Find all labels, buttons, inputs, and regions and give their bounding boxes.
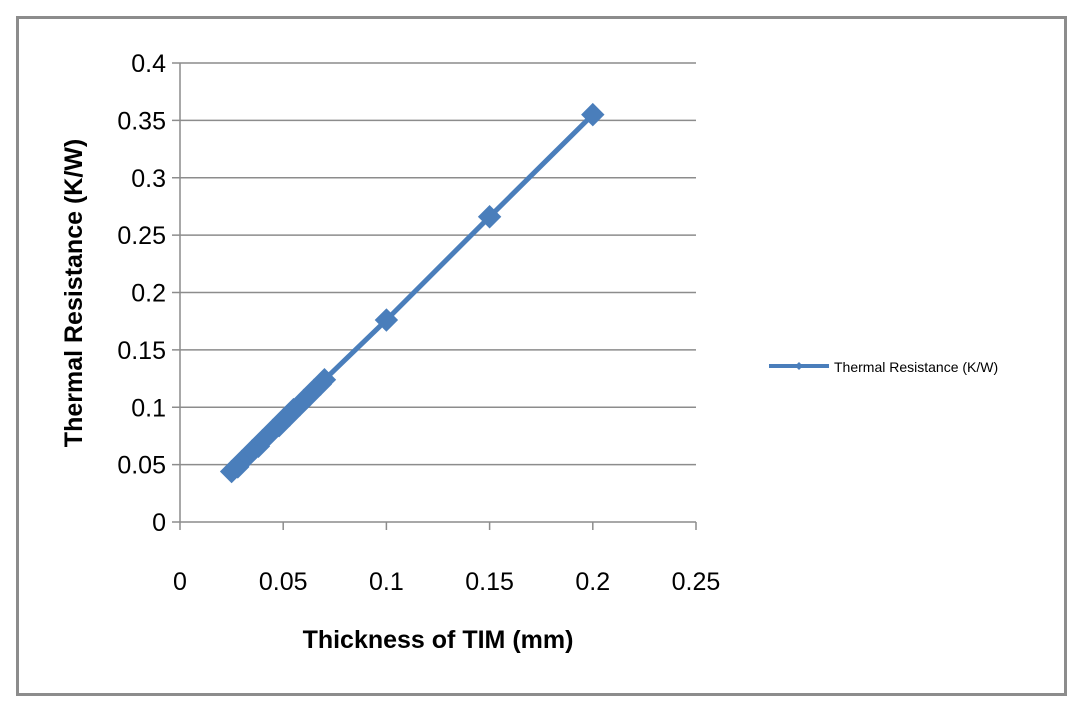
y-tick-label-0: 0 <box>152 509 166 537</box>
y-tick-label-5: 0.25 <box>117 222 166 250</box>
y-tick-label-2: 0.1 <box>131 394 166 422</box>
x-tick-label-1: 0.05 <box>259 568 308 596</box>
x-tick-label-2: 0.1 <box>369 568 404 596</box>
data-point-19 <box>374 308 399 332</box>
y-tick-label-7: 0.35 <box>117 107 166 135</box>
y-tick-label-4: 0.2 <box>131 280 166 308</box>
legend: Thermal Resistance (K/W) <box>769 359 998 375</box>
x-tick-label-0: 0 <box>173 568 187 596</box>
x-tick-label-4: 0.2 <box>575 568 610 596</box>
data-point-20 <box>477 205 502 229</box>
y-tick-label-1: 0.05 <box>117 452 166 480</box>
legend-diamond-marker <box>795 362 803 370</box>
y-tick-label-6: 0.3 <box>131 165 166 193</box>
y-axis-title: Thermal Resistance (K/W) <box>60 139 88 447</box>
tick-labels: 0 0.05 0.1 0.15 0.2 0.25 0.3 0.35 0.4 0 0.05 0.1 0.1… <box>117 50 720 596</box>
x-tick-label-3: 0.15 <box>465 568 514 596</box>
legend-label: Thermal Resistance (K/W) <box>834 359 998 375</box>
data-point-18 <box>312 368 337 392</box>
x-axis-title: Thickness of TIM (mm) <box>303 626 574 654</box>
axes <box>172 62 697 530</box>
x-tick-label-5: 0.25 <box>672 568 721 596</box>
y-tick-label-8: 0.4 <box>131 50 166 78</box>
series-layer <box>219 102 605 484</box>
y-tick-label-3: 0.15 <box>117 337 166 365</box>
data-point-21 <box>581 102 605 127</box>
chart-frame <box>16 16 1067 696</box>
grid-lines <box>180 62 696 466</box>
